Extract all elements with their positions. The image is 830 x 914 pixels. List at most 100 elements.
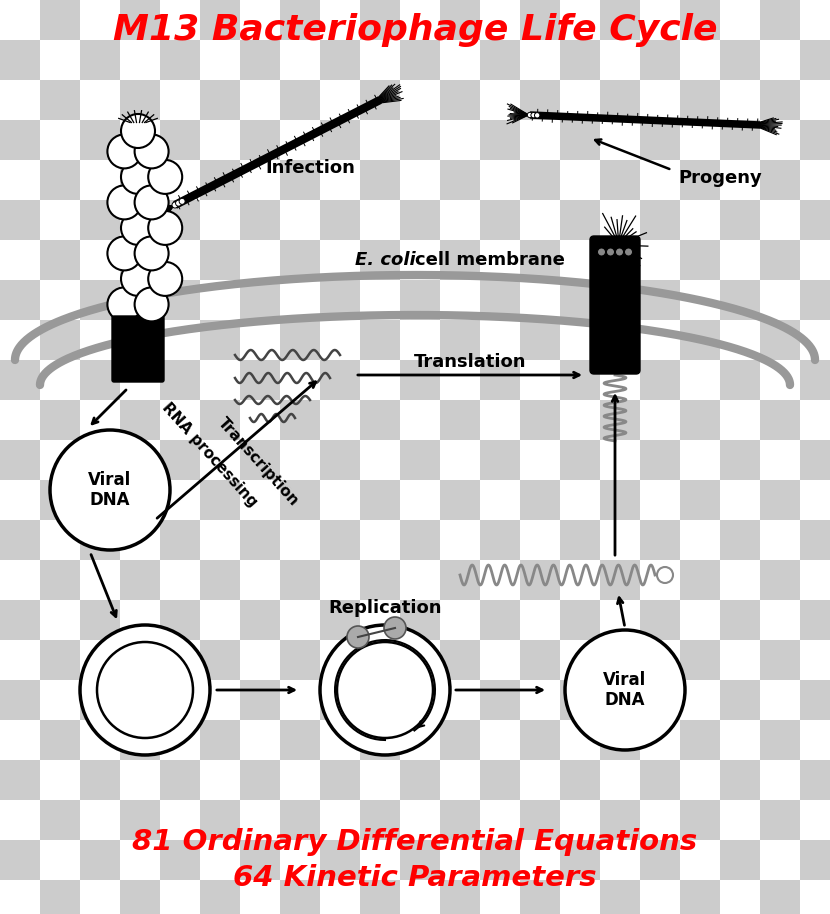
Bar [560, 400, 600, 440]
Bar [320, 880, 360, 914]
Circle shape [535, 112, 540, 118]
Bar [520, 840, 560, 880]
Bar [800, 560, 830, 600]
Bar [200, 400, 240, 440]
Bar [800, 160, 830, 200]
Bar [0, 400, 40, 440]
Bar [760, 40, 800, 80]
Bar [440, 480, 480, 520]
Bar [520, 360, 560, 400]
Bar [680, 600, 720, 640]
Circle shape [565, 630, 685, 750]
Bar [320, 120, 360, 160]
Bar [360, 320, 400, 360]
Bar [720, 40, 760, 80]
Bar [800, 520, 830, 560]
Bar [80, 640, 120, 680]
Bar [520, 880, 560, 914]
Bar [120, 120, 160, 160]
Bar [360, 400, 400, 440]
Bar [480, 840, 520, 880]
Bar [560, 720, 600, 760]
Bar [640, 600, 680, 640]
Bar [760, 640, 800, 680]
Bar [280, 200, 320, 240]
Circle shape [134, 237, 168, 271]
Bar [680, 720, 720, 760]
Bar [680, 160, 720, 200]
Bar [400, 600, 440, 640]
Bar [240, 560, 280, 600]
Bar [360, 720, 400, 760]
Circle shape [134, 287, 168, 322]
Bar [800, 80, 830, 120]
Bar [640, 640, 680, 680]
Bar [360, 0, 400, 40]
Bar [80, 560, 120, 600]
Bar [80, 760, 120, 800]
Bar [680, 440, 720, 480]
Bar [320, 720, 360, 760]
Bar [160, 200, 200, 240]
Bar [360, 360, 400, 400]
Bar [400, 480, 440, 520]
Bar [40, 840, 80, 880]
Bar [760, 240, 800, 280]
Bar [0, 640, 40, 680]
Bar [400, 760, 440, 800]
Bar [680, 760, 720, 800]
Bar [240, 800, 280, 840]
Circle shape [624, 248, 632, 256]
Bar [120, 680, 160, 720]
Bar [760, 480, 800, 520]
Bar [240, 160, 280, 200]
Bar [160, 600, 200, 640]
Bar [80, 160, 120, 200]
Bar [240, 440, 280, 480]
Bar [200, 600, 240, 640]
Bar [600, 120, 640, 160]
Bar [240, 640, 280, 680]
Circle shape [134, 186, 168, 219]
Bar [400, 800, 440, 840]
Bar [560, 280, 600, 320]
Bar [600, 600, 640, 640]
Bar [720, 200, 760, 240]
Circle shape [337, 642, 433, 738]
Bar [240, 680, 280, 720]
Bar [200, 480, 240, 520]
Bar [800, 800, 830, 840]
Bar [800, 360, 830, 400]
Bar [640, 440, 680, 480]
Bar [760, 200, 800, 240]
Bar [400, 680, 440, 720]
Bar [600, 40, 640, 80]
Bar [40, 760, 80, 800]
Bar [440, 680, 480, 720]
Bar [280, 880, 320, 914]
Bar [40, 680, 80, 720]
Bar [0, 600, 40, 640]
Bar [360, 40, 400, 80]
Bar [40, 160, 80, 200]
Text: 64 Kinetic Parameters: 64 Kinetic Parameters [233, 864, 597, 892]
Bar [40, 0, 80, 40]
Bar [800, 840, 830, 880]
Bar [720, 240, 760, 280]
Bar [0, 720, 40, 760]
Bar [0, 80, 40, 120]
Circle shape [172, 202, 178, 208]
Bar [800, 880, 830, 914]
Bar [600, 720, 640, 760]
Bar [560, 680, 600, 720]
Bar [400, 120, 440, 160]
Bar [600, 0, 640, 40]
Bar [160, 680, 200, 720]
Bar [680, 640, 720, 680]
Text: Viral
DNA: Viral DNA [603, 671, 647, 709]
Text: M13 Bacteriophage Life Cycle: M13 Bacteriophage Life Cycle [113, 13, 717, 47]
Bar [320, 560, 360, 600]
Bar [320, 360, 360, 400]
Bar [80, 320, 120, 360]
Bar [80, 520, 120, 560]
